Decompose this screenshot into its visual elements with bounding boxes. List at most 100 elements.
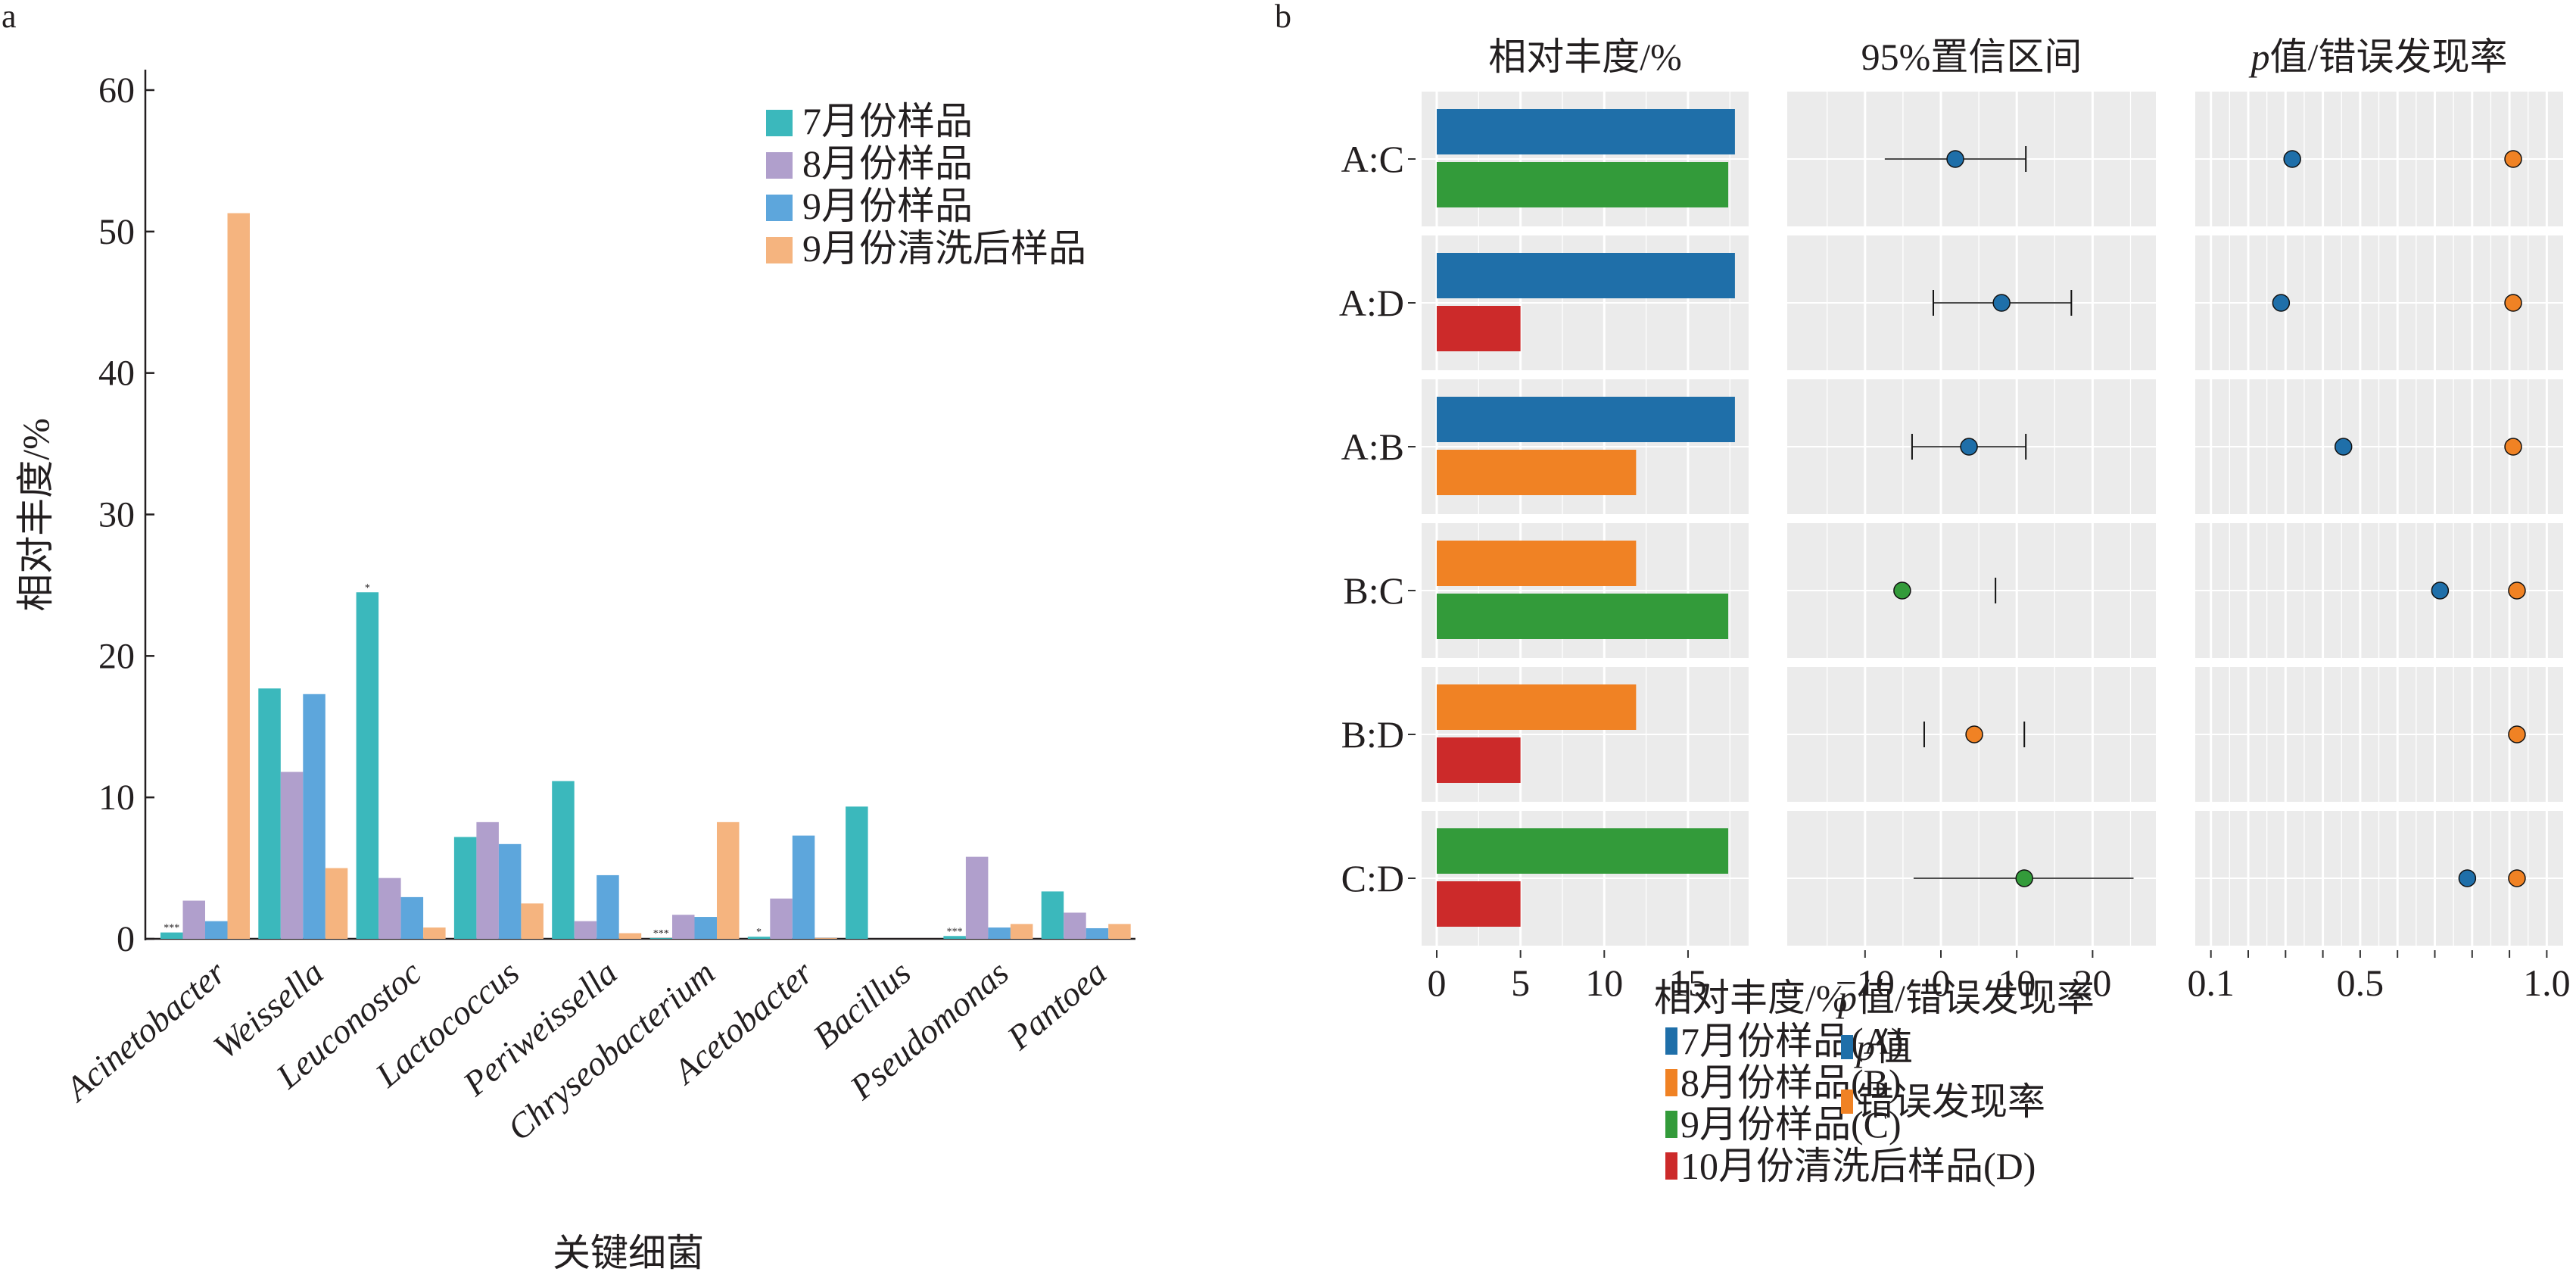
bar [1041, 891, 1064, 939]
ci-point [1965, 725, 1983, 743]
significance-label: *** [653, 928, 669, 940]
legend-swatch [1665, 1111, 1677, 1138]
legend-swatch [1841, 1035, 1853, 1059]
legend-label: 10月份清洗后样品(D) [1680, 1145, 2036, 1187]
bar [1437, 541, 1637, 586]
y-tick-label: 0 [117, 919, 135, 959]
fdr-point [2504, 438, 2522, 456]
p-value-point [2272, 294, 2291, 312]
ci-point [1960, 438, 1978, 456]
bar [846, 806, 868, 939]
bar [205, 921, 228, 939]
bar [1437, 737, 1521, 783]
fdr-point [2508, 581, 2526, 600]
bar [227, 213, 250, 939]
significance-label: *** [947, 926, 963, 937]
x-tick-label: Acinetobacter [57, 952, 234, 1110]
y-tick-label: 40 [98, 354, 135, 394]
bar [1086, 927, 1109, 939]
bar [476, 821, 499, 939]
legend-swatch [766, 110, 793, 136]
row-label: C:D [1341, 857, 1404, 899]
title-italic-part: p [2249, 36, 2270, 78]
ci-point [1946, 150, 1964, 168]
x-tick-label: −10 [1836, 962, 1895, 1004]
panel-a: a0102030405060相对丰度/%关键细菌AcinetobacterWei… [2, 0, 1135, 1274]
bar [672, 915, 695, 939]
x-tick-label: 0.1 [2187, 962, 2235, 1004]
panel-label-a: a [2, 0, 17, 35]
fdr-point [2504, 150, 2522, 168]
x-tick-label: Pantoea [999, 953, 1114, 1058]
bar [1437, 594, 1729, 639]
bar [325, 868, 348, 939]
subpanel-confidence-interval: −10 0 10 20 95%置信区间 [1787, 36, 2156, 1004]
x-tick-label: 15 [1669, 962, 1707, 1004]
bar [1437, 881, 1521, 927]
significance-label: * [756, 927, 762, 938]
bar [1437, 109, 1735, 154]
row-label: A:B [1341, 426, 1404, 468]
bar [303, 694, 326, 939]
subpanel-relative-abundance: A:C A:D A:B B:C B:D C:D 0 5 10 15 相对丰度/% [1339, 36, 1749, 1004]
bar [770, 898, 793, 939]
bar [618, 933, 642, 939]
bar [649, 938, 672, 939]
subpanel-title: 相对丰度/% [1488, 36, 1682, 78]
y-tick-label: 10 [98, 778, 135, 818]
x-tick-label: 10 [1585, 962, 1623, 1004]
p-value-point [2431, 581, 2450, 600]
subpanel-title: p值/错误发现率 [2249, 36, 2508, 78]
bar [356, 592, 379, 939]
legend-label: 8月份样品 [802, 142, 973, 185]
legend-label: p值 [1854, 1026, 1913, 1068]
legend-title: 相对丰度/% [1654, 977, 1848, 1019]
bar [453, 837, 477, 939]
x-tick-label: 20 [2073, 962, 2111, 1004]
row-label: A:C [1341, 138, 1404, 180]
ci-point [2015, 869, 2033, 887]
bar [747, 937, 771, 939]
x-tick-label: 10 [1998, 962, 2036, 1004]
legend-label: 9月份样品(C) [1680, 1103, 1902, 1146]
bar [1064, 912, 1086, 939]
fdr-point [2504, 294, 2522, 312]
bar [1437, 450, 1637, 495]
bar [965, 856, 989, 939]
bar [552, 781, 575, 939]
bar [258, 688, 281, 939]
row-label: B:C [1343, 569, 1404, 612]
legend-swatch [1665, 1027, 1677, 1055]
bar [160, 932, 183, 939]
y-tick-label: 60 [98, 70, 135, 111]
legend-label: 8月份样品(B) [1680, 1061, 1902, 1104]
legend-title: p值/错误发现率 [1836, 977, 2095, 1019]
panel-label-b: b [1275, 0, 1291, 35]
legend-swatch [766, 237, 793, 263]
bar [521, 903, 544, 939]
legend-title-italic: p [1836, 977, 1857, 1019]
legend-label: 7月份样品 [802, 100, 973, 142]
subpanel-p-value: 0.1 0.5 1.0 p值/错误发现率 [2187, 36, 2570, 1004]
bar [1437, 684, 1637, 730]
legend-label-rest: 值 [1875, 1026, 1913, 1068]
legend-label: 9月份清洗后样品 [802, 227, 1086, 270]
ci-point [1893, 581, 1911, 600]
bar [1108, 924, 1131, 939]
bar [1437, 828, 1729, 874]
y-tick-label: 30 [98, 495, 135, 535]
bar [280, 772, 304, 939]
legend-label-italic: p [1854, 1026, 1875, 1068]
bar [1437, 162, 1729, 207]
legend-swatch [766, 195, 793, 221]
significance-label: * [365, 582, 370, 594]
p-value-point [2334, 438, 2353, 456]
ci-point [1992, 294, 2011, 312]
bar [400, 896, 424, 939]
bar [988, 927, 1011, 939]
legend-title-rest: 值/错误发现率 [1857, 977, 2095, 1019]
fdr-point [2508, 869, 2526, 887]
bar [182, 900, 205, 939]
